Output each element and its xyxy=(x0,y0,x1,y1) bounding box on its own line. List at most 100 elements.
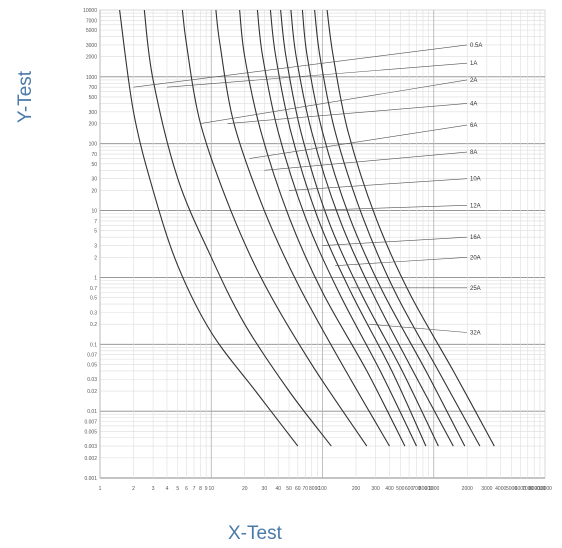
x-tick-label: 7000 xyxy=(522,486,533,492)
series-line xyxy=(143,10,332,447)
series-label: 0.5A xyxy=(470,43,482,49)
series-line xyxy=(290,10,454,447)
y-tick-label: 20 xyxy=(91,188,97,194)
x-tick-label: 4000 xyxy=(495,486,506,492)
series-leader-line xyxy=(264,151,468,171)
y-tick-label: 0.005 xyxy=(84,429,97,435)
x-tick-label: 50 xyxy=(286,486,292,492)
x-tick-label: 800 xyxy=(419,486,428,492)
y-tick-label: 0.002 xyxy=(84,456,97,462)
series-label: 1A xyxy=(470,61,477,67)
x-tick-label: 8 xyxy=(199,486,202,492)
x-tick-label: 10 xyxy=(208,486,214,492)
series-leader-line xyxy=(288,178,468,191)
y-tick-label: 0.03 xyxy=(87,377,97,383)
series-label: 2A xyxy=(470,78,477,84)
x-tick-label: 1000 xyxy=(428,486,439,492)
series-line xyxy=(215,10,390,447)
y-tick-label: 0.07 xyxy=(87,353,97,359)
y-tick-label: 10000 xyxy=(83,8,97,14)
y-tick-label: 5000 xyxy=(86,28,97,34)
y-tick-label: 3000 xyxy=(86,43,97,49)
x-tick-label: 600 xyxy=(405,486,414,492)
series-label: 4A xyxy=(470,101,477,107)
series-line xyxy=(119,10,299,447)
y-tick-label: 1 xyxy=(94,275,97,281)
y-tick-label: 500 xyxy=(89,95,98,101)
series-leader-line xyxy=(249,124,468,159)
series-leader-line xyxy=(133,44,468,88)
x-tick-label: 4 xyxy=(166,486,169,492)
x-tick-label: 900 xyxy=(424,486,433,492)
x-tick-label: 700 xyxy=(412,486,421,492)
x-tick-label: 2 xyxy=(132,486,135,492)
series-line xyxy=(239,10,406,447)
x-tick-label: 90 xyxy=(315,486,321,492)
series-label: 16A xyxy=(470,235,481,241)
x-tick-label: 9 xyxy=(205,486,208,492)
series-label: 20A xyxy=(470,255,481,261)
x-tick-label: 20 xyxy=(242,486,248,492)
series-leader-line xyxy=(368,323,468,333)
y-tick-label: 0.5 xyxy=(90,296,97,302)
y-tick-label: 10 xyxy=(91,209,97,215)
y-tick-label: 0.05 xyxy=(87,362,97,368)
x-axis-title: X-Test xyxy=(228,523,282,544)
x-tick-label: 3000 xyxy=(481,486,492,492)
x-tick-label: 5 xyxy=(176,486,179,492)
y-tick-label: 100 xyxy=(89,142,98,148)
x-tick-label: 2000 xyxy=(462,486,473,492)
y-tick-label: 0.001 xyxy=(84,476,97,482)
x-tick-label: 9000 xyxy=(534,486,545,492)
y-tick-label: 3 xyxy=(94,244,97,250)
x-tick-label: 1 xyxy=(99,486,102,492)
series-leader-line xyxy=(335,257,468,266)
x-tick-label: 30 xyxy=(262,486,268,492)
y-tick-label: 0.2 xyxy=(90,322,97,328)
y-tick-label: 300 xyxy=(89,110,98,116)
series-line xyxy=(314,10,481,447)
series-line xyxy=(326,10,495,447)
x-tick-label: 3 xyxy=(152,486,155,492)
x-tick-label: 6 xyxy=(185,486,188,492)
series-line xyxy=(280,10,439,447)
y-tick-label: 7000 xyxy=(86,18,97,24)
y-tick-label: 700 xyxy=(89,85,98,91)
series-leader-line xyxy=(227,103,468,124)
y-tick-label: 2 xyxy=(94,255,97,261)
y-axis-title: Y-Test xyxy=(15,70,36,124)
x-tick-label: 5000 xyxy=(506,486,517,492)
x-tick-label: 10000 xyxy=(538,486,552,492)
x-tick-label: 6000 xyxy=(515,486,526,492)
x-tick-label: 40 xyxy=(275,486,281,492)
y-tick-label: 1000 xyxy=(86,75,97,81)
series-label: 32A xyxy=(470,331,481,337)
y-tick-label: 70 xyxy=(91,152,97,158)
series-line xyxy=(181,10,368,447)
y-tick-label: 0.02 xyxy=(87,389,97,395)
y-tick-label: 0.01 xyxy=(87,409,97,415)
y-tick-label: 200 xyxy=(89,122,98,128)
series-label: 10A xyxy=(470,177,481,183)
series-label: 6A xyxy=(470,123,477,129)
y-tick-label: 0.003 xyxy=(84,444,97,450)
x-tick-label: 7 xyxy=(193,486,196,492)
x-tick-label: 100 xyxy=(318,486,327,492)
series-leader-line xyxy=(322,236,468,246)
x-tick-label: 80 xyxy=(309,486,315,492)
x-tick-label: 60 xyxy=(295,486,301,492)
y-tick-label: 0.007 xyxy=(84,419,97,425)
y-tick-label: 50 xyxy=(91,162,97,168)
y-tick-label: 7 xyxy=(94,219,97,225)
series-label: 8A xyxy=(470,150,477,156)
y-tick-label: 5 xyxy=(94,229,97,235)
series-line xyxy=(256,10,417,447)
y-tick-label: 0.3 xyxy=(90,310,97,316)
x-tick-label: 200 xyxy=(352,486,361,492)
series-leader-line xyxy=(166,62,468,88)
series-leader-line xyxy=(305,204,468,211)
x-tick-label: 8000 xyxy=(529,486,540,492)
y-tick-label: 30 xyxy=(91,177,97,183)
y-tick-label: 0.1 xyxy=(90,342,97,348)
